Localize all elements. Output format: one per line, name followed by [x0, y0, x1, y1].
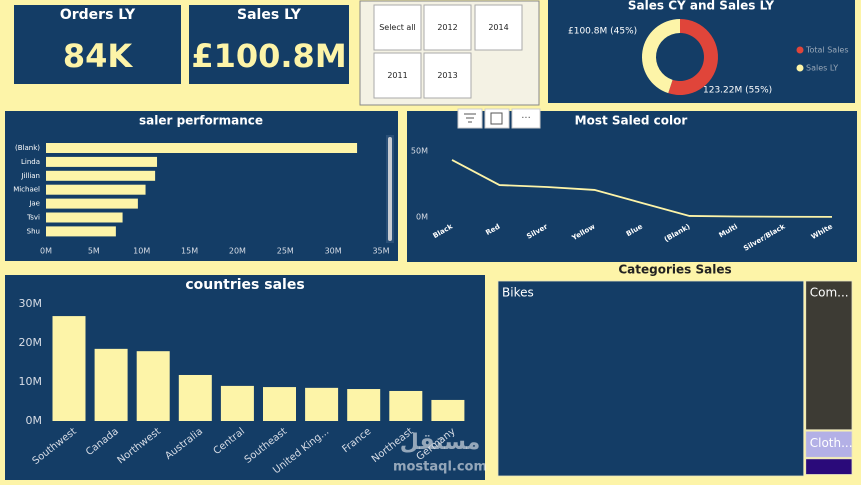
y-tick-label: Jillian [20, 172, 40, 180]
icon-glyph [464, 113, 476, 123]
y-tick-label: Linda [21, 158, 40, 166]
bar [46, 156, 158, 167]
x-tick-label: 10M [133, 247, 150, 256]
data-label: £100.8M (45%) [568, 27, 637, 37]
bar [46, 226, 116, 237]
bar [263, 387, 296, 421]
y-tick-label: (Blank) [15, 144, 40, 152]
bar [46, 170, 156, 181]
panel [407, 111, 857, 262]
slicer-label: 2014 [488, 23, 508, 32]
y-tick-label: 20M [19, 336, 43, 349]
bar [52, 316, 86, 421]
slicer-button[interactable] [423, 4, 472, 51]
bar [220, 385, 254, 421]
data-label: 123.22M (55%) [703, 86, 772, 96]
y-tick-label: 50M [411, 147, 428, 156]
focus-icon[interactable] [484, 108, 510, 129]
tile-label: Bikes [502, 286, 534, 300]
slicer-button[interactable] [474, 4, 523, 51]
icon-glyph: ··· [521, 113, 531, 124]
slicer-label: 2012 [437, 23, 457, 32]
treemap-tile [805, 458, 853, 475]
bar [347, 389, 381, 421]
y-tick-label: 0M [26, 414, 43, 427]
slicer-label: 2013 [437, 71, 457, 80]
slicer-button[interactable] [373, 52, 422, 99]
bar [305, 387, 339, 421]
chart-title: countries sales [185, 277, 304, 293]
tile-label: Cloth... [810, 436, 853, 450]
y-tick-label: Shu [27, 227, 40, 235]
card-value: 84K [63, 37, 134, 75]
card [189, 5, 349, 84]
pie-slice [668, 19, 719, 96]
bar [389, 390, 423, 421]
chart-title: Categories Sales [618, 263, 731, 277]
x-tick-label: 0M [40, 247, 52, 256]
slicer-label: Select all [379, 23, 416, 32]
legend-label: Total Sales [805, 46, 849, 55]
card-label: Sales LY [237, 7, 302, 23]
treemap-tile [497, 280, 805, 477]
chart-title: Most Saled color [575, 114, 688, 128]
slicer-button[interactable] [423, 52, 472, 99]
bar [178, 374, 212, 421]
x-tick-label: 35M [372, 247, 389, 256]
treemap-tile [805, 280, 853, 431]
legend-swatch [796, 64, 804, 72]
x-tick-label: 30M [325, 247, 342, 256]
bar [46, 212, 123, 223]
scroll-thumb [388, 137, 392, 241]
bar [46, 198, 138, 209]
card-value: £100.8M [191, 37, 346, 75]
more-icon[interactable] [511, 108, 541, 129]
chart-title: Sales CY and Sales LY [628, 0, 774, 13]
x-tick-label: 25M [277, 247, 294, 256]
bar [136, 351, 170, 421]
card [14, 5, 181, 84]
bar [46, 184, 146, 195]
bar [431, 399, 465, 421]
tile-label: Com... [810, 286, 849, 300]
y-tick-label: 0M [416, 213, 428, 222]
line [451, 159, 833, 218]
y-tick-label: Tsvi [26, 214, 40, 222]
treemap-tile [805, 430, 853, 458]
x-tick-label: 5M [88, 247, 100, 256]
slicer-button[interactable] [373, 4, 422, 51]
icon-glyph [490, 112, 503, 125]
card-label: Orders LY [60, 7, 136, 23]
x-tick-label: 20M [229, 247, 246, 256]
y-tick-label: 10M [19, 375, 43, 388]
x-tick-label: 15M [181, 247, 198, 256]
y-tick-label: 30M [19, 297, 43, 310]
y-tick-label: Jae [28, 200, 40, 208]
legend-label: Sales LY [806, 64, 838, 73]
visual-header: ··· [457, 108, 541, 129]
pie-slice [642, 19, 680, 94]
slicer-label: 2011 [387, 71, 407, 80]
chart-title: saler performance [139, 114, 263, 128]
bar [46, 143, 358, 153]
bar [94, 348, 128, 421]
watermark: mostaql.com [393, 460, 487, 475]
legend-swatch [796, 46, 804, 54]
y-tick-label: Michael [13, 186, 40, 194]
watermark: مستقل [400, 430, 480, 455]
